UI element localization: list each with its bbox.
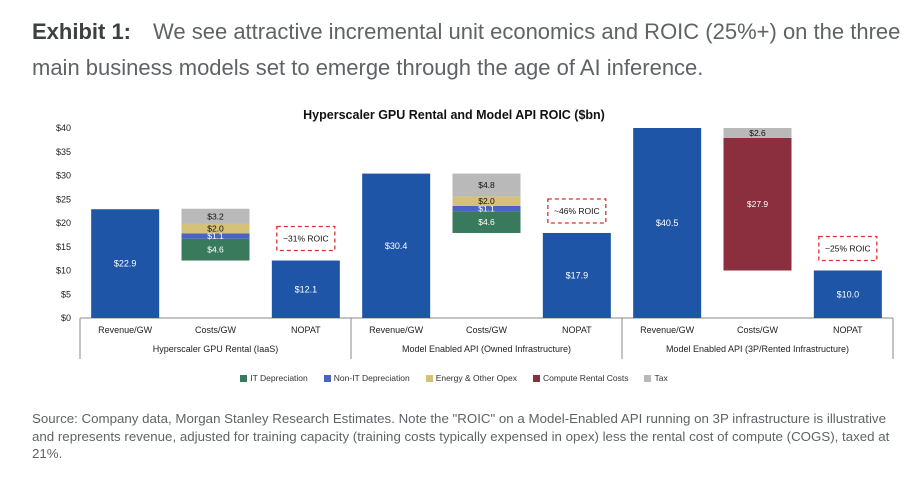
bar: [271, 260, 340, 318]
bar: [633, 128, 702, 318]
bar: [362, 173, 431, 318]
segment-value-label: $27.9: [747, 199, 769, 209]
stack-segment: [181, 223, 250, 234]
roic-callout-box: [547, 198, 607, 224]
stack-segment: [723, 137, 792, 271]
segment-value-label: $3.2: [207, 211, 224, 221]
roic-label: ~46% ROIC: [554, 206, 600, 216]
legend-label: Energy & Other Opex: [435, 373, 517, 383]
segment-value-label: $1.1: [207, 231, 224, 241]
bar-value-label: $30.4: [385, 241, 408, 251]
stack-segment: [452, 211, 521, 233]
source-note: Source: Company data, Morgan Stanley Res…: [32, 411, 890, 461]
roic-callout-box: [818, 235, 878, 262]
y-tick-label: $0: [61, 313, 71, 323]
segment-value-label: $2.6: [749, 128, 766, 138]
bar-value-label: $17.9: [566, 270, 589, 280]
stack-segment: [452, 173, 521, 197]
legend-swatch: [240, 374, 248, 382]
legend-swatch: [425, 374, 433, 382]
segment-value-label: $2.0: [478, 196, 495, 206]
category-label: Revenue/GW: [98, 325, 153, 335]
category-label: Costs/GW: [195, 325, 237, 335]
segment-value-label: $4.8: [478, 180, 495, 190]
group-label: Model Enabled API (Owned Infrastructure): [402, 344, 571, 354]
legend-swatch: [644, 374, 652, 382]
y-tick-label: $35: [56, 147, 71, 157]
segment-value-label: $1.1: [478, 204, 495, 214]
segment-value-label: $4.6: [207, 245, 224, 255]
roic-label: ~31% ROIC: [283, 234, 329, 244]
y-tick-label: $25: [56, 194, 71, 204]
legend-item: Compute Rental Costs: [532, 373, 629, 383]
group-label: Hyperscaler GPU Rental (IaaS): [153, 344, 279, 354]
bar-value-label: $22.9: [114, 259, 137, 269]
legend-swatch: [532, 374, 540, 382]
bar-value-label: $40.5: [656, 218, 679, 228]
roic-label: ~25% ROIC: [825, 244, 871, 254]
legend-item: IT Depreciation: [240, 373, 308, 383]
segment-value-label: $4.6: [478, 217, 495, 227]
category-label: Revenue/GW: [640, 325, 695, 335]
legend-item: Energy & Other Opex: [425, 373, 517, 383]
stack-segment: [452, 196, 521, 206]
bar: [91, 209, 160, 318]
category-label: NOPAT: [291, 325, 321, 335]
legend-label: Tax: [654, 373, 668, 383]
stack-segment: [723, 128, 792, 138]
chart: $0 $5 $10 $15 $20 $25 $30 $35 $40 Hyperscaler GPU…: [56, 123, 894, 359]
bar: [813, 270, 882, 318]
legend-label: Compute Rental Costs: [542, 373, 629, 383]
stack-segment: [181, 208, 250, 224]
category-label: NOPAT: [562, 325, 592, 335]
legend-swatch: [323, 374, 331, 382]
exhibit-label: Exhibit 1:: [32, 19, 132, 44]
y-tick-label: $10: [56, 266, 71, 276]
stack-segment: [181, 233, 250, 239]
legend-label: IT Depreciation: [250, 373, 308, 383]
legend-item: Tax: [644, 373, 668, 383]
exhibit-text: We see attractive incremental unit econo…: [32, 19, 901, 80]
y-tick-label: $20: [56, 218, 71, 228]
legend-label: Non-IT Depreciation: [333, 373, 410, 383]
bar-value-label: $10.0: [837, 289, 860, 299]
roic-callout-box: [276, 225, 336, 252]
exhibit-header: Exhibit 1: We see attractive incremental …: [32, 14, 902, 86]
bar: [542, 232, 611, 318]
stack-segment: [452, 205, 521, 212]
y-tick-label: $5: [61, 289, 71, 299]
bar-value-label: $12.1: [295, 284, 318, 294]
category-label: Revenue/GW: [369, 325, 424, 335]
segment-value-label: $2.0: [207, 224, 224, 234]
y-tick-label: $15: [56, 242, 71, 252]
group-label: Model Enabled API (3P/Rented Infrastruct…: [666, 344, 849, 354]
y-tick-label: $30: [56, 171, 71, 181]
category-label: NOPAT: [833, 325, 863, 335]
chart-legend: IT Depreciation Non-IT Depreciation Energy…: [0, 373, 908, 383]
legend-item: Non-IT Depreciation: [323, 373, 410, 383]
chart-title: Hyperscaler GPU Rental and Model API ROI…: [303, 108, 605, 122]
y-tick-label: $40: [56, 123, 71, 133]
stack-segment: [181, 238, 250, 261]
category-label: Costs/GW: [466, 325, 508, 335]
category-label: Costs/GW: [737, 325, 779, 335]
